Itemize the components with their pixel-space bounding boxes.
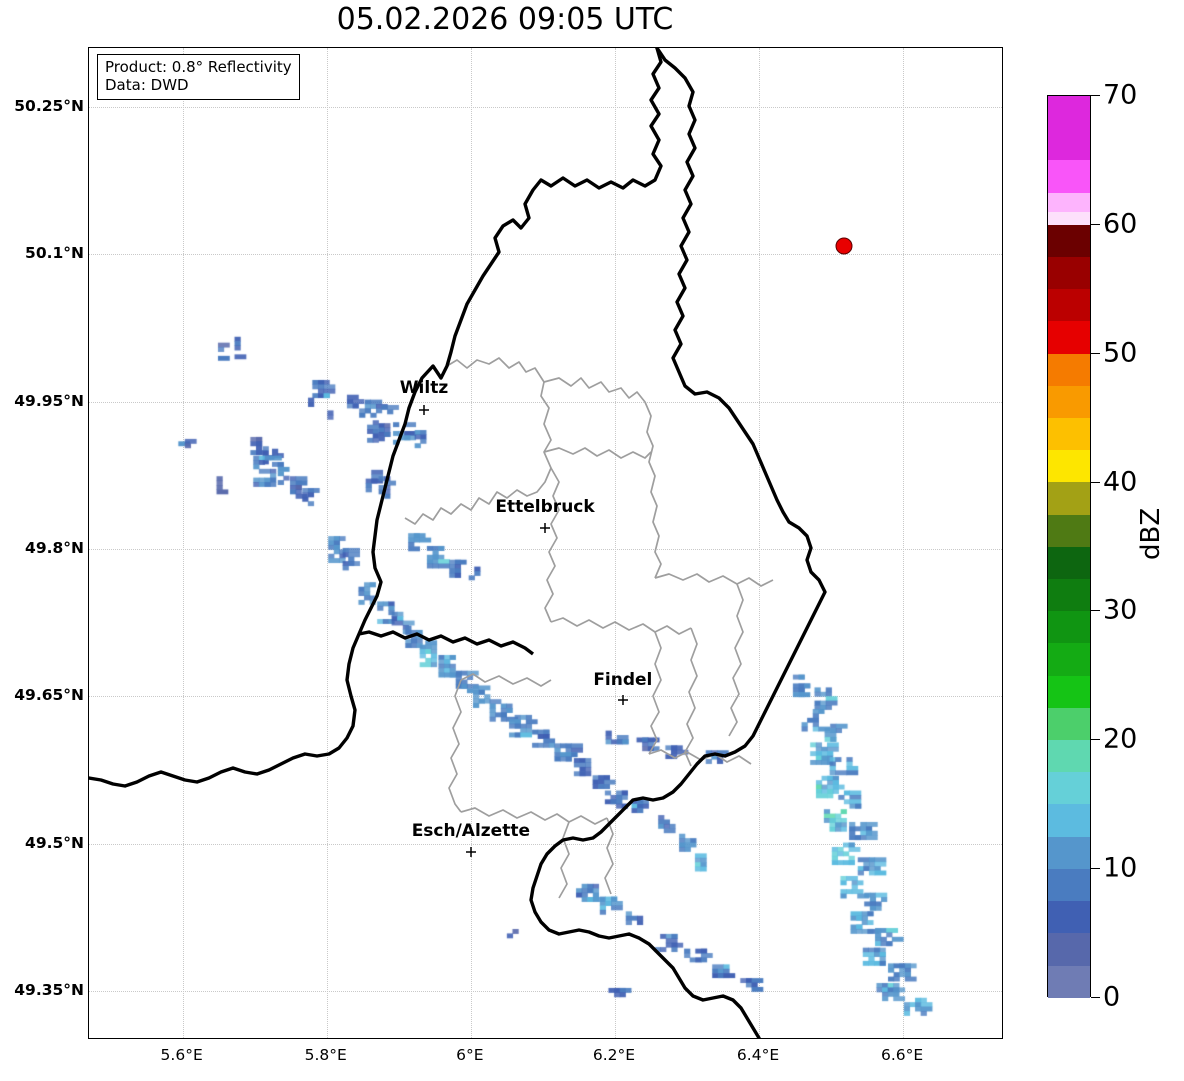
city-marker-cross-icon — [465, 843, 476, 858]
colorbar-band — [1048, 224, 1090, 258]
colorbar-band — [1048, 643, 1090, 676]
radar-site-marker[interactable] — [835, 237, 853, 255]
colorbar-band — [1048, 804, 1090, 837]
colorbar-band — [1048, 901, 1090, 934]
x-axis-tick-label: 6°E — [456, 1046, 484, 1064]
colorbar-band — [1048, 385, 1090, 419]
colorbar-tick — [1091, 352, 1100, 354]
colorbar-band — [1048, 675, 1090, 708]
colorbar-tick-label: 70 — [1103, 79, 1138, 111]
city-label: Wiltz — [399, 377, 449, 398]
product-info-box: Product: 0.8° Reflectivity Data: DWD — [97, 54, 300, 100]
border-south-west-link — [358, 630, 535, 656]
colorbar-title: dBZ — [1136, 507, 1166, 560]
colorbar-tick — [1091, 997, 1100, 998]
district-boundaries — [404, 357, 774, 899]
y-axis-tick-label: 50.1°N — [25, 244, 84, 263]
colorbar-band — [1048, 192, 1090, 212]
info-data-line: Data: DWD — [105, 76, 189, 95]
x-axis-tick-label: 5.8°E — [304, 1046, 347, 1064]
info-product-line: Product: 0.8° Reflectivity — [105, 58, 292, 76]
colorbar-band — [1048, 933, 1090, 966]
colorbar-band — [1048, 965, 1090, 998]
colorbar-band — [1048, 772, 1090, 805]
page-title: 05.02.2026 09:05 UTC — [336, 2, 674, 37]
colorbar-tick — [1091, 95, 1100, 96]
national-border-west — [89, 48, 663, 788]
city-marker-cross-icon — [419, 401, 430, 416]
colorbar-band — [1048, 514, 1090, 547]
colorbar-tick-label: 40 — [1103, 466, 1138, 498]
colorbar-tick-label: 30 — [1103, 594, 1138, 626]
colorbar-tick-label: 60 — [1103, 208, 1138, 240]
colorbar-tick — [1091, 223, 1100, 225]
colorbar-band — [1048, 353, 1090, 386]
colorbar-band — [1048, 418, 1090, 451]
y-axis-tick-label: 49.95°N — [14, 391, 84, 410]
colorbar-tick-label: 10 — [1103, 852, 1138, 884]
city-marker-cross-icon — [617, 691, 628, 706]
colorbar-band — [1048, 707, 1090, 741]
colorbar-tick-label: 50 — [1103, 337, 1138, 369]
radar-map-plot[interactable]: Wiltz Ettelbruck Findel Esch/Alzette Produc… — [88, 47, 1003, 1039]
x-axis-tick-label: 6.2°E — [592, 1046, 636, 1064]
y-axis-tick-label: 49.5°N — [25, 833, 84, 852]
colorbar-band — [1048, 257, 1090, 290]
colorbar-band — [1048, 868, 1090, 902]
colorbar-band — [1048, 450, 1090, 483]
y-axis-tick-label: 50.25°N — [14, 96, 84, 115]
colorbar-band — [1048, 160, 1090, 193]
colorbar-band — [1048, 211, 1090, 225]
y-axis-tick-label: 49.35°N — [14, 980, 84, 999]
colorbar-band — [1048, 96, 1090, 161]
colorbar-tick — [1091, 610, 1100, 612]
city-marker-cross-icon — [540, 519, 551, 534]
radar-echo-layer — [89, 48, 1002, 1038]
colorbar-band — [1048, 482, 1090, 515]
colorbar-band — [1048, 546, 1090, 580]
y-axis-tick-label: 49.8°N — [25, 538, 84, 557]
y-axis-tick-label: 49.65°N — [14, 686, 84, 705]
colorbar-tick-label: 20 — [1103, 723, 1138, 755]
colorbar-band — [1048, 836, 1090, 869]
x-axis-tick-label: 5.6°E — [160, 1046, 203, 1064]
colorbar-tick — [1091, 868, 1100, 870]
city-label: Findel — [593, 669, 653, 690]
colorbar-band — [1048, 611, 1090, 644]
map-boundaries — [89, 48, 827, 1038]
colorbar-band — [1048, 289, 1090, 322]
national-border-east — [529, 48, 827, 1038]
x-axis-tick-label: 6.6°E — [881, 1046, 924, 1064]
colorbar-band — [1048, 321, 1090, 354]
city-label: Ettelbruck — [495, 496, 595, 517]
colorbar[interactable] — [1047, 95, 1091, 998]
colorbar-band — [1048, 740, 1090, 773]
city-label: Esch/Alzette — [411, 820, 530, 841]
colorbar-tick — [1091, 739, 1100, 741]
colorbar-tick — [1091, 481, 1100, 483]
colorbar-band — [1048, 579, 1090, 612]
x-axis-tick-label: 6.4°E — [736, 1046, 780, 1064]
colorbar-tick-label: 0 — [1103, 981, 1121, 1013]
